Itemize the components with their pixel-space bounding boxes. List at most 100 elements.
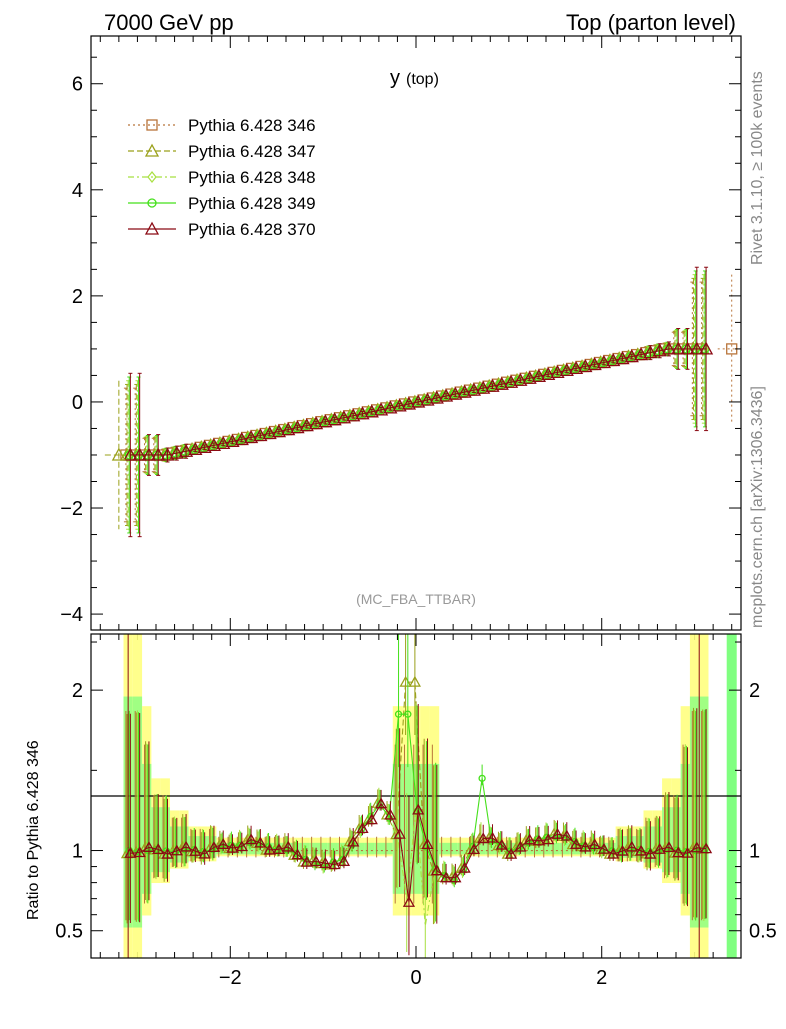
legend-label: Pythia 6.428 370 xyxy=(188,220,316,239)
data-point-marker xyxy=(146,119,158,131)
data-point-marker xyxy=(550,364,565,379)
analysis-tag: (MC_FBA_TTBAR) xyxy=(356,591,476,607)
main-axis-ticks: −4 −2 0 2 4 6 xyxy=(60,36,741,958)
data-point-marker xyxy=(197,439,212,453)
data-point-marker xyxy=(466,382,482,396)
data-point-marker xyxy=(253,428,268,442)
data-point-marker xyxy=(271,424,287,438)
y-tick-label: −4 xyxy=(60,604,83,626)
ratio-band-inner xyxy=(448,842,458,855)
ratio-band-inner xyxy=(244,842,254,855)
ratio-y-tick-label: 2 xyxy=(72,680,83,702)
legend-label: Pythia 6.428 347 xyxy=(188,142,316,161)
data-point-marker xyxy=(178,443,194,457)
mcplots-label: mcplots.cern.ch [arXiv:1306.3436] xyxy=(749,386,766,628)
data-point-marker xyxy=(318,414,333,428)
data-point-marker xyxy=(596,355,612,369)
data-point-marker xyxy=(225,434,240,448)
main-title-sub: (top) xyxy=(406,71,439,88)
data-point-marker xyxy=(170,844,183,856)
data-point-marker xyxy=(420,392,435,406)
data-point-marker xyxy=(299,418,314,432)
y-tick-label: 0 xyxy=(72,392,83,414)
data-point-marker xyxy=(347,835,360,847)
ratio-y-tick-label: 0.5 xyxy=(55,921,83,943)
data-point-marker xyxy=(532,834,546,846)
data-point-marker xyxy=(272,842,286,854)
data-point-marker xyxy=(226,841,239,853)
data-point-marker xyxy=(364,404,379,418)
data-point-marker xyxy=(560,829,573,841)
data-point-marker xyxy=(111,447,126,461)
data-point-marker xyxy=(503,374,519,388)
data-point-marker xyxy=(698,341,714,355)
data-point-marker xyxy=(402,895,416,907)
data-point-marker xyxy=(616,844,629,856)
ratio-band-inner xyxy=(327,842,338,855)
data-point-marker xyxy=(652,343,667,357)
data-point-marker xyxy=(263,843,276,855)
data-point-marker xyxy=(438,388,454,402)
data-point-marker xyxy=(355,406,370,420)
ratio-y-tick-label-right: 1 xyxy=(749,841,760,863)
data-point-marker xyxy=(169,445,184,459)
ratio-error-bands xyxy=(123,634,737,958)
data-point-marker xyxy=(404,710,412,718)
data-point-marker xyxy=(634,844,648,856)
header-right: Top (parton level) xyxy=(566,10,736,35)
ratio-band-inner xyxy=(457,842,468,855)
data-point-marker xyxy=(291,848,304,860)
data-point-marker xyxy=(282,840,295,852)
data-point-marker xyxy=(392,398,407,412)
ratio-band-inner xyxy=(355,842,365,855)
data-point-marker xyxy=(216,436,231,450)
ratio-band-inner xyxy=(532,842,542,855)
data-point-marker xyxy=(607,847,620,859)
header-left: 7000 GeV pp xyxy=(104,10,234,35)
data-point-marker xyxy=(513,372,528,386)
ratio-y-tick-label-right: 2 xyxy=(749,680,760,702)
data-point-marker xyxy=(336,410,352,424)
main-panel: −4 −2 0 2 4 6 y (top) (MC_FBA_TTBAR) Pythia 6… xyxy=(60,35,742,958)
data-point-marker xyxy=(189,844,202,856)
data-point-marker xyxy=(384,808,397,820)
data-point-marker xyxy=(597,842,611,854)
ratio-y-tick-label: 1 xyxy=(72,841,83,863)
data-point-marker xyxy=(235,840,248,852)
ratio-series-marks xyxy=(120,634,713,958)
data-point-marker xyxy=(337,855,351,866)
data-point-marker xyxy=(449,871,462,883)
data-point-marker xyxy=(151,447,166,461)
data-point-marker xyxy=(689,341,704,355)
data-point-marker xyxy=(142,840,156,852)
ratio-band-inner xyxy=(383,842,393,855)
data-point-marker xyxy=(328,858,341,870)
data-point-marker xyxy=(458,861,471,873)
data-point-marker xyxy=(495,838,508,850)
data-point-marker xyxy=(643,345,658,359)
legend-label: Pythia 6.428 346 xyxy=(188,116,316,135)
data-point-marker xyxy=(606,353,621,367)
ratio-band-inner xyxy=(476,842,486,855)
data-point-marker xyxy=(160,447,175,461)
data-point-marker xyxy=(408,675,421,687)
data-point-marker xyxy=(234,432,249,446)
data-point-marker xyxy=(559,363,574,377)
data-point-marker xyxy=(506,847,514,855)
data-point-marker xyxy=(133,846,146,858)
ratio-band-inner xyxy=(364,842,375,855)
data-point-marker xyxy=(147,171,157,183)
data-point-marker xyxy=(568,361,584,375)
ratio-band-inner xyxy=(559,842,570,855)
data-point-marker xyxy=(522,370,537,384)
data-point-marker xyxy=(141,447,157,461)
data-point-marker xyxy=(262,426,277,440)
data-point-marker xyxy=(494,376,509,390)
data-point-marker xyxy=(327,412,342,426)
y-tick-label: 2 xyxy=(72,286,83,308)
data-point-marker xyxy=(504,847,518,859)
data-point-marker xyxy=(478,774,486,783)
x-tick-label: 2 xyxy=(596,967,607,989)
ratio-band-inner xyxy=(318,842,328,855)
data-point-marker xyxy=(144,143,160,157)
